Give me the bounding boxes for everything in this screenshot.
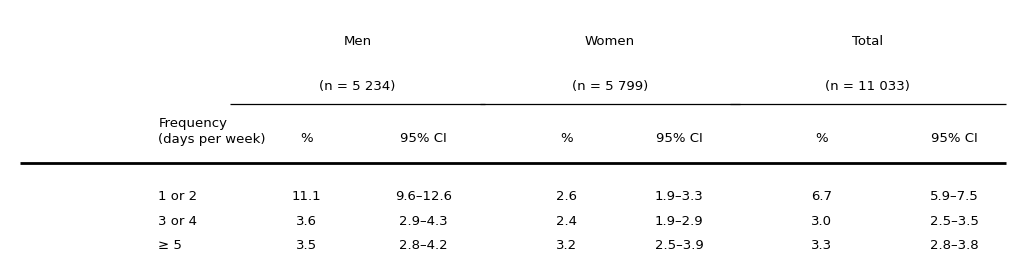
Text: %: % — [561, 132, 573, 145]
Text: 6.7: 6.7 — [812, 190, 832, 203]
Text: %: % — [300, 132, 312, 145]
Text: 9.6–12.6: 9.6–12.6 — [395, 190, 452, 203]
Text: 2.9–4.3: 2.9–4.3 — [399, 215, 448, 227]
Text: 1 or 2: 1 or 2 — [158, 190, 197, 203]
Text: (n = 11 033): (n = 11 033) — [825, 80, 911, 93]
Text: 5.9–7.5: 5.9–7.5 — [930, 190, 979, 203]
Text: Frequency
(days per week): Frequency (days per week) — [158, 117, 265, 145]
Text: 2.8–4.2: 2.8–4.2 — [399, 239, 448, 252]
Text: 2.8–3.8: 2.8–3.8 — [930, 239, 979, 252]
Text: Men: Men — [343, 35, 372, 48]
Text: 3 or 4: 3 or 4 — [158, 215, 197, 227]
Text: 3.2: 3.2 — [556, 239, 577, 252]
Text: 95% CI: 95% CI — [931, 132, 978, 145]
Text: 3.3: 3.3 — [812, 239, 832, 252]
Text: ≥ 5: ≥ 5 — [158, 239, 182, 252]
Text: %: % — [816, 132, 828, 145]
Text: 1.9–3.3: 1.9–3.3 — [654, 190, 703, 203]
Text: 2.5–3.5: 2.5–3.5 — [930, 215, 979, 227]
Text: (n = 5 234): (n = 5 234) — [320, 80, 395, 93]
Text: 95% CI: 95% CI — [400, 132, 447, 145]
Text: Total: Total — [853, 35, 883, 48]
Text: 11.1: 11.1 — [291, 190, 322, 203]
Text: Women: Women — [585, 35, 635, 48]
Text: 3.6: 3.6 — [296, 215, 317, 227]
Text: 3.5: 3.5 — [296, 239, 317, 252]
Text: 1.9–2.9: 1.9–2.9 — [654, 215, 703, 227]
Text: 2.4: 2.4 — [556, 215, 577, 227]
Text: 2.5–3.9: 2.5–3.9 — [654, 239, 703, 252]
Text: 95% CI: 95% CI — [655, 132, 702, 145]
Text: 3.0: 3.0 — [812, 215, 832, 227]
Text: (n = 5 799): (n = 5 799) — [572, 80, 648, 93]
Text: 2.6: 2.6 — [556, 190, 577, 203]
